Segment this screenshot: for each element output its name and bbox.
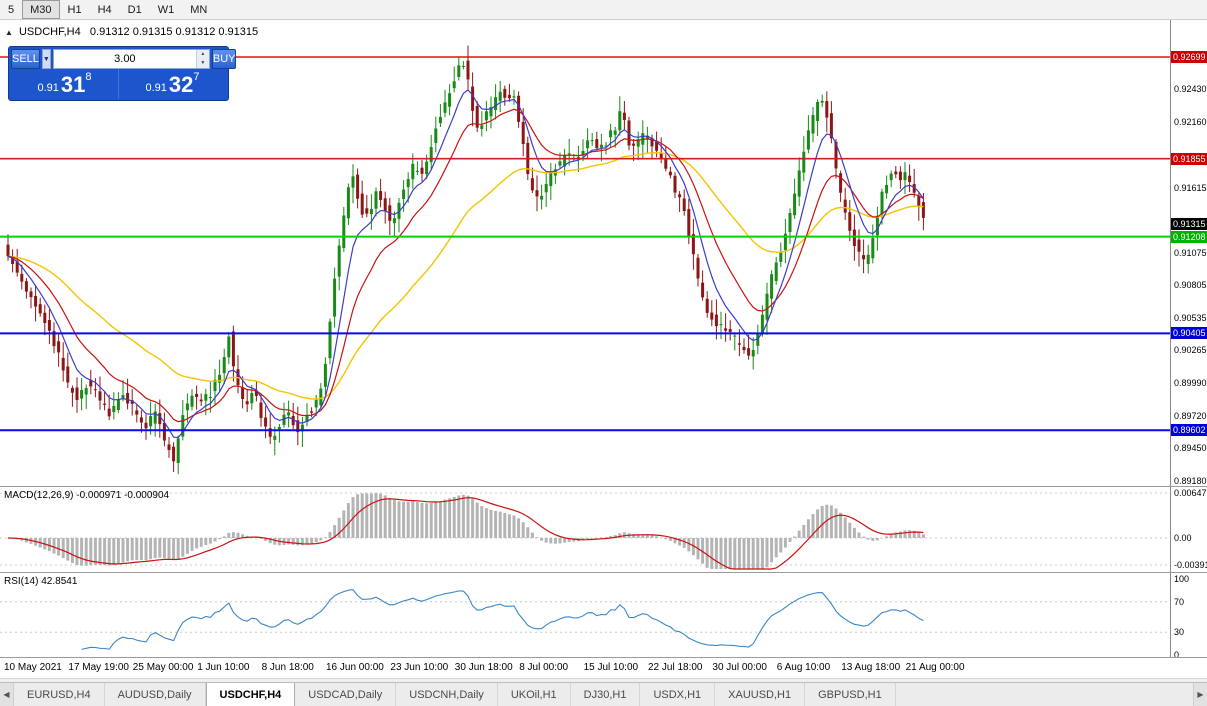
bid-price: 0.91 31 8 <box>11 69 118 98</box>
time-label: 17 May 19:00 <box>68 662 129 673</box>
rsi-chart[interactable] <box>0 573 1170 657</box>
volume-down-icon[interactable]: ▼ <box>196 59 209 68</box>
buy-button[interactable]: BUY <box>211 49 237 69</box>
price-tick: 0.89180 <box>1174 476 1207 486</box>
macd-tick: -0.00391 <box>1174 560 1207 570</box>
chart-tab-eurusd-h4[interactable]: EURUSD,H4 <box>14 683 105 706</box>
panel-separator[interactable] <box>0 572 1207 573</box>
panel-separator[interactable] <box>0 486 1207 487</box>
time-label: 22 Jul 18:00 <box>648 662 703 673</box>
timeframe-button-mn[interactable]: MN <box>190 3 208 16</box>
chart-tab-bar: ◀ EURUSD,H4 AUDUSD,Daily USDCHF,H4 USDCAD,Da… <box>0 682 1207 706</box>
timeframe-button-d1[interactable]: D1 <box>127 3 142 16</box>
tab-scroll-right-icon[interactable]: ▶ <box>1193 683 1207 706</box>
time-label: 8 Jun 18:00 <box>261 662 314 673</box>
chart-ohlc-info: ▲ USDCHF,H4 0.91312 0.91315 0.91312 0.91… <box>5 26 258 38</box>
price-tick: 0.89720 <box>1174 410 1207 421</box>
ask-pipette: 7 <box>193 71 200 83</box>
tab-bar-filler <box>896 683 1193 706</box>
rsi-tick: 100 <box>1174 574 1190 584</box>
rsi-tick: 30 <box>1174 627 1185 638</box>
time-label: 1 Jun 10:00 <box>197 662 250 673</box>
price-tick: 0.89990 <box>1174 378 1207 389</box>
chart-tab-usdx-h1[interactable]: USDX,H1 <box>640 683 716 706</box>
time-label: 6 Aug 10:00 <box>776 662 831 673</box>
price-tick: 0.91615 <box>1174 182 1207 193</box>
price-tick: 0.89450 <box>1174 443 1207 454</box>
price-tick: 0.92430 <box>1174 84 1207 95</box>
chart-tab-usdcad-daily[interactable]: USDCAD,Daily <box>295 683 397 706</box>
time-axis[interactable]: 10 May 2021 17 May 19:00 25 May 00:00 1 Jun… <box>0 658 1207 678</box>
ask-big-digits: 32 <box>168 72 194 97</box>
timeframe-button-h4[interactable]: H4 <box>97 3 112 16</box>
time-label: 8 Jul 00:00 <box>519 662 569 673</box>
time-label: 25 May 00:00 <box>132 662 194 673</box>
price-line-badge: 0.89602 <box>1171 424 1207 437</box>
time-label: 23 Jun 10:00 <box>390 662 449 673</box>
ask-price: 0.91 32 7 <box>118 69 226 98</box>
macd-tick: 0.00 <box>1174 533 1192 543</box>
time-label: 15 Jul 10:00 <box>583 662 639 673</box>
macd-panel: MACD(12,26,9) -0.000971 -0.000904 0.0064… <box>0 487 1207 572</box>
price-line-badge: 0.91208 <box>1171 230 1207 243</box>
bid-big-digits: 31 <box>60 72 86 97</box>
timeframe-toolbar: 5 M30 H1 H4 D1 W1 MN <box>0 0 1207 20</box>
chart-tab-gbpusd-h1[interactable]: GBPUSD,H1 <box>805 683 896 706</box>
ask-prefix: 0.91 <box>145 81 167 94</box>
bid-prefix: 0.91 <box>37 81 59 94</box>
sell-button[interactable]: SELL <box>11 49 40 69</box>
time-label: 30 Jul 00:00 <box>712 662 767 673</box>
timeframe-button-5[interactable]: 5 <box>8 3 15 16</box>
time-label: 10 May 2021 <box>4 662 62 673</box>
chart-tab-audusd-daily[interactable]: AUDUSD,Daily <box>105 683 206 706</box>
price-line-badge: 0.91855 <box>1171 152 1207 165</box>
volume-field-wrap: ▲ ▼ <box>52 49 210 69</box>
price-tick: 0.90805 <box>1174 280 1207 291</box>
bid-pipette: 8 <box>85 71 92 83</box>
tab-scroll-left-icon[interactable]: ◀ <box>0 683 14 706</box>
volume-spinner: ▲ ▼ <box>195 50 209 68</box>
price-tick: 0.92160 <box>1174 116 1207 127</box>
timeframe-button-h1[interactable]: H1 <box>67 3 82 16</box>
price-line-badge: 0.92699 <box>1171 51 1207 63</box>
chart-tab-usdchf-h4[interactable]: USDCHF,H4 <box>205 683 296 706</box>
timeframe-button-m30[interactable]: M30 <box>22 0 60 19</box>
status-strip <box>0 678 1207 682</box>
price-axis[interactable]: 0.92430 0.92160 0.91615 0.91075 0.90805 0.905… <box>1170 20 1207 486</box>
chart-tab-xauusd-h1[interactable]: XAUUSD,H1 <box>715 683 806 706</box>
chart-tab-dj30-h1[interactable]: DJ30,H1 <box>571 683 641 706</box>
time-label: 13 Aug 18:00 <box>841 662 901 673</box>
time-label: 16 Jun 00:00 <box>326 662 384 673</box>
volume-dropdown-icon[interactable]: ▼ <box>41 49 51 69</box>
price-tick: 0.91075 <box>1174 247 1207 258</box>
symbol-label: USDCHF,H4 <box>18 26 81 38</box>
rsi-tick: 70 <box>1174 596 1185 607</box>
price-line-badge: 0.90405 <box>1171 327 1207 340</box>
macd-axis[interactable]: 0.00647 0.00 -0.00391 <box>1170 487 1207 572</box>
main-chart-panel: ▲ USDCHF,H4 0.91312 0.91315 0.91312 0.91… <box>0 20 1207 486</box>
rsi-panel: RSI(14) 42.8541 100 70 30 0 <box>0 573 1207 657</box>
time-label: 30 Jun 18:00 <box>454 662 513 673</box>
macd-label: MACD(12,26,9) -0.000971 -0.000904 <box>4 490 170 501</box>
macd-tick: 0.00647 <box>1174 488 1207 498</box>
one-click-trading-panel: SELL ▼ ▲ ▼ BUY 0.91 31 8 0.9 <box>8 46 237 101</box>
chart-tab-usdcnh-daily[interactable]: USDCNH,Daily <box>396 683 498 706</box>
price-tick: 0.90265 <box>1174 345 1207 356</box>
price-line-badge: 0.91315 <box>1171 217 1207 230</box>
timeframe-button-w1[interactable]: W1 <box>157 3 175 16</box>
panel-separator <box>0 657 1207 658</box>
rsi-label: RSI(14) 42.8541 <box>4 576 78 587</box>
price-tick: 0.90535 <box>1174 312 1207 323</box>
time-label: 21 Aug 00:00 <box>905 662 965 673</box>
ohlc-values: 0.91312 0.91315 0.91312 0.91315 <box>89 26 259 38</box>
rsi-axis[interactable]: 100 70 30 0 <box>1170 573 1207 657</box>
collapse-arrow-icon[interactable]: ▲ <box>5 28 13 37</box>
volume-input[interactable] <box>53 50 196 68</box>
macd-chart[interactable] <box>0 487 1170 572</box>
chart-tab-ukoil-h1[interactable]: UKOil,H1 <box>498 683 571 706</box>
volume-up-icon[interactable]: ▲ <box>196 50 209 59</box>
rsi-tick: 0 <box>1174 650 1180 657</box>
